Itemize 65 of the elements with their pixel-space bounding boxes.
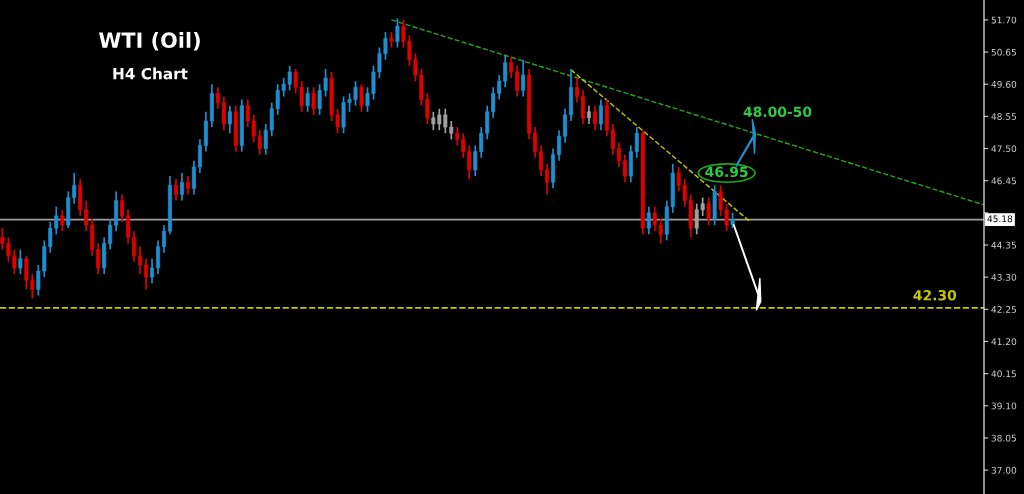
y-tick-label: 47.50 [991,145,1017,153]
ref-line-label: 42.30 [913,290,957,301]
y-tick-label: 51.70 [991,16,1017,24]
candlestick [616,141,621,168]
candlestick [545,163,550,196]
candlestick [96,242,101,275]
y-tick-label: 44.35 [991,241,1016,249]
y-tick-label: 40.15 [991,370,1016,378]
candlestick [580,89,585,125]
candlestick [150,257,155,285]
text: WTI (Oil) [99,31,200,51]
y-tick-label: 38.05 [991,434,1016,442]
candlestick [227,104,232,135]
candlestick [197,138,202,174]
candlestick [521,58,526,98]
text: H4 Chart [113,67,188,80]
y-tick-label: 49.60 [991,80,1017,88]
candlestick [539,144,544,177]
candlestick [634,126,639,159]
annotation: 48.00-50 [743,106,812,118]
y-tick-label: 41.20 [991,338,1017,346]
candlestick [126,208,131,245]
y-tick-label: 46.45 [991,177,1016,185]
candlestick [185,175,190,196]
candlestick [191,159,196,196]
candlestick [395,17,400,49]
candlestick [120,193,125,223]
candlestick [179,172,184,202]
candlestick [592,104,597,131]
y-tick-label: 48.55 [991,113,1016,120]
candlestick [221,95,226,131]
candlestick [173,178,178,202]
y-tick-label: 43.30 [991,273,1017,281]
candlestick [563,107,568,144]
candlestick [132,230,137,263]
candlestick [497,74,502,101]
candlestick [305,86,310,113]
candlestick [557,129,562,162]
candlestick [622,153,627,184]
candlestick [586,104,591,125]
candlestick [162,224,166,254]
candlestick [18,248,23,275]
candlestick [156,239,161,275]
candlestick [108,218,113,251]
candlestick [311,86,316,116]
y-tick-label: 42.25 [991,306,1016,313]
candlestick [138,245,143,275]
y-tick-label: 50.65 [991,48,1016,56]
candlestick [706,196,711,226]
candlestick [503,54,508,89]
candlestick [60,208,65,233]
candlestick [515,65,520,98]
ref-line-label: 45.18 [987,215,1013,223]
candlestick [610,123,615,156]
candlestick [215,86,220,110]
y-tick-label: 39.10 [991,402,1017,410]
annotation: 46.95 [705,166,748,178]
candlestick [359,83,364,113]
candlestick [646,205,651,236]
candlestick [533,126,538,159]
candlestick [598,98,603,131]
candlestick [509,55,514,79]
candlestick [575,77,579,104]
candlestick [144,257,149,291]
y-tick-label: 37.00 [991,466,1017,474]
